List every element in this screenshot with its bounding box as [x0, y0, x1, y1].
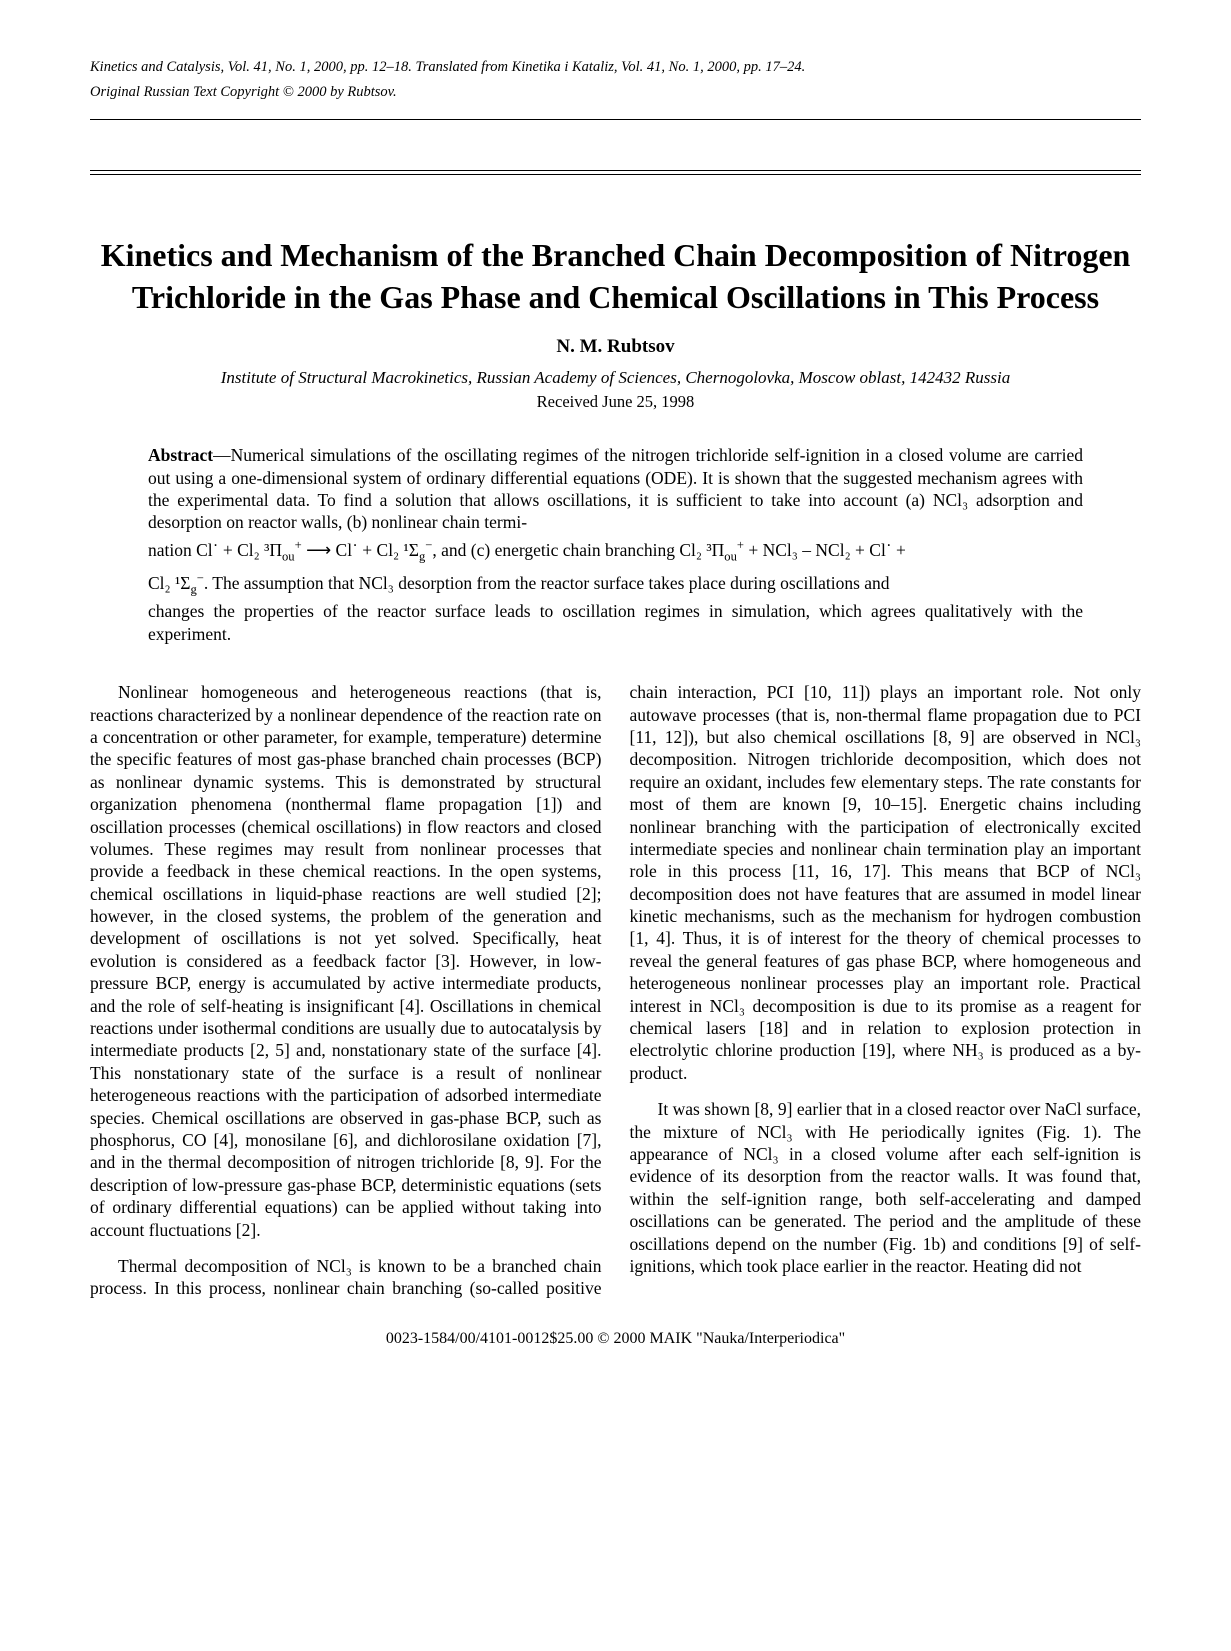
- eq-state1a: ³Π: [264, 540, 282, 560]
- paper-title: Kinetics and Mechanism of the Branched C…: [100, 235, 1131, 318]
- journal-header: Kinetics and Catalysis, Vol. 41, No. 1, …: [90, 58, 1141, 76]
- eq-state2a-sub: ou: [724, 549, 737, 563]
- eq-state2a: ³Π: [706, 540, 724, 560]
- abstract-text-3: changes the properties of the reactor su…: [148, 601, 1083, 643]
- body-columns: Nonlinear homogeneous and heterogeneous …: [90, 681, 1141, 1300]
- copyright-line: Original Russian Text Copyright © 2000 b…: [90, 84, 1141, 101]
- eq-line2-prefix: Cl₂: [148, 573, 175, 593]
- eq-state1b: ¹Σ: [404, 540, 419, 560]
- footer-line: 0023-1584/00/4101-0012$25.00 © 2000 MAIK…: [90, 1330, 1141, 1348]
- eq-state2a-sup: +: [737, 538, 744, 552]
- eq-state2b: ¹Σ: [175, 573, 190, 593]
- body-paragraph-3: It was shown [8, 9] earlier that in a cl…: [630, 1098, 1142, 1277]
- eq-state2b-sup: −: [197, 571, 204, 585]
- header-rule: [90, 119, 1141, 120]
- received-date: Received June 25, 1998: [90, 392, 1141, 412]
- eq-mid: , and (c) energetic chain branching Cl₂: [432, 540, 706, 560]
- eq-arrow: ⟶ Cl˙ + Cl₂: [302, 540, 404, 560]
- abstract-text-2: . The assumption that NCl₃ desorption fr…: [204, 573, 890, 593]
- abstract-label: Abstract: [148, 445, 213, 465]
- eq-plus: + NCl₃ – NCl₂ + Cl˙ +: [744, 540, 906, 560]
- eq-state1a-sub: ou: [282, 549, 295, 563]
- abstract-block: Abstract—Numerical simulations of the os…: [148, 444, 1083, 645]
- eq-prefix: nation Cl˙ + Cl₂: [148, 540, 264, 560]
- eq-state1a-sup: +: [295, 538, 302, 552]
- body-paragraph-1: Nonlinear homogeneous and heterogeneous …: [90, 681, 602, 1241]
- affiliation: Institute of Structural Macrokinetics, R…: [90, 368, 1141, 388]
- double-rule: [90, 170, 1141, 175]
- abstract-text-1: —Numerical simulations of the oscillatin…: [148, 445, 1083, 532]
- author-name: N. M. Rubtsov: [90, 336, 1141, 358]
